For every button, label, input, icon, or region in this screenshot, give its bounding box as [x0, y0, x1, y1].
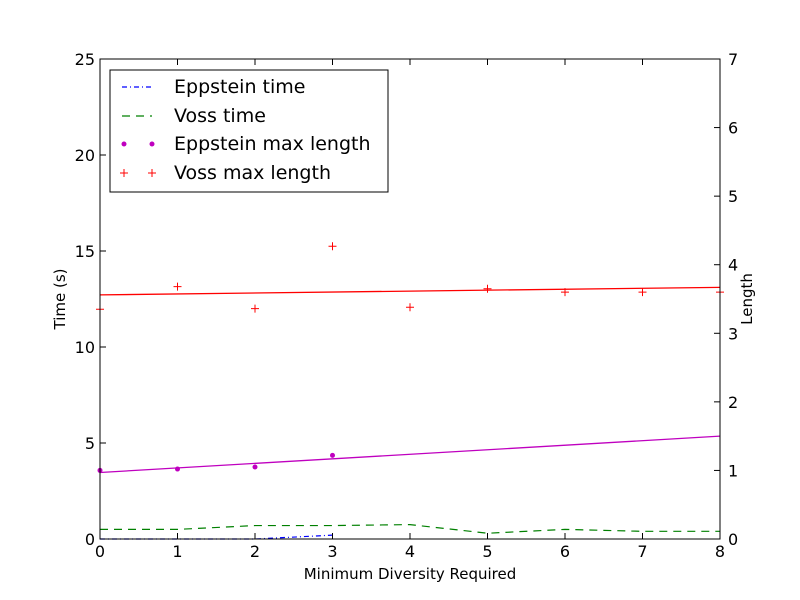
point-eppstein-max-length-2	[252, 464, 258, 470]
legend-frame	[109, 69, 389, 193]
y-right-tick-label-1: 1	[728, 461, 738, 480]
y-right-tick-label-4: 4	[728, 256, 738, 275]
y-left-tick-label-5: 5	[85, 434, 95, 453]
point-voss-max-length-4	[406, 303, 414, 312]
point-voss-max-length-7	[638, 288, 647, 297]
y-right-tick-label-2: 2	[728, 393, 738, 412]
x-tick-label-7: 7	[637, 542, 647, 561]
x-axis-label: Minimum Diversity Required	[304, 565, 517, 583]
x-tick-label-0: 0	[95, 542, 105, 561]
legend-label-eppstein-max-length: Eppstein max length	[174, 133, 371, 155]
y-right-tick-label-5: 5	[728, 187, 738, 206]
y-left-tick-label-0: 0	[85, 530, 95, 549]
y-left-tick-label-10: 10	[75, 338, 95, 357]
legend-marker-voss-length-1	[120, 169, 128, 177]
point-eppstein-max-length-1	[175, 466, 180, 472]
y-right-tick-label-3: 3	[728, 324, 738, 343]
legend: Eppstein time Voss time Eppstein max len…	[109, 69, 389, 193]
x-tick-label-4: 4	[405, 542, 415, 561]
legend-label-voss-time: Voss time	[174, 105, 266, 127]
y-left-tick-label-25: 25	[75, 50, 95, 69]
legend-marker-eppstein-length-2	[149, 141, 155, 147]
trend-line-voss-max-length	[99, 286, 721, 296]
point-voss-max-length-1	[173, 282, 182, 291]
y-right-tick-label-7: 7	[728, 50, 738, 69]
point-voss-max-length-3	[328, 242, 337, 251]
legend-marker-voss-length-2	[148, 169, 156, 177]
y-axis-left-label: Time (s)	[51, 269, 69, 331]
x-tick-label-5: 5	[482, 542, 492, 561]
y-left-tick-label-20: 20	[75, 146, 95, 165]
point-eppstein-max-length-3	[330, 452, 335, 458]
legend-label-eppstein-time: Eppstein time	[174, 76, 305, 98]
x-tick-label-6: 6	[560, 542, 570, 561]
legend-label-voss-max-length: Voss max length	[174, 162, 331, 184]
x-tick-label-1: 1	[172, 542, 182, 561]
x-tick-label-2: 2	[250, 542, 260, 561]
trend-line-eppstein-max-length	[99, 435, 721, 474]
y-axis-right-label: Length	[738, 273, 756, 325]
point-voss-max-length-6	[561, 288, 569, 297]
series-line-voss-time	[100, 523, 720, 534]
point-voss-max-length-2	[251, 304, 259, 313]
y-right-tick-label-6: 6	[728, 119, 738, 138]
y-right-tick-label-0: 0	[728, 530, 738, 549]
plot-frame	[99, 58, 721, 540]
point-voss-max-length-5	[483, 284, 492, 293]
legend-marker-eppstein-length-1	[121, 141, 127, 147]
x-tick-label-8: 8	[715, 542, 725, 561]
y-left-tick-label-15: 15	[75, 242, 95, 261]
x-tick-label-3: 3	[327, 542, 337, 561]
